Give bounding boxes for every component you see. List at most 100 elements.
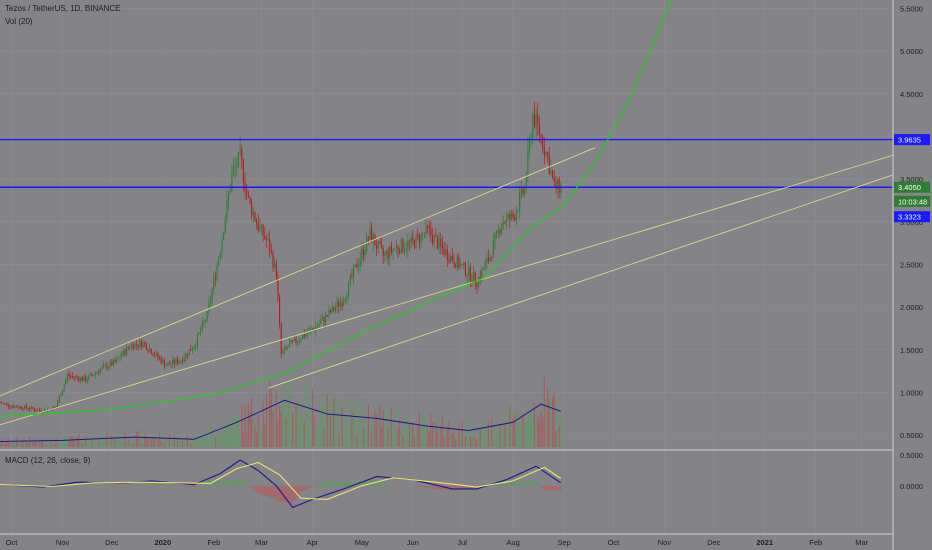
volume-bar — [267, 394, 269, 447]
macd-histogram-bar — [288, 485, 291, 504]
volume-bar — [144, 434, 146, 447]
candle-body — [165, 365, 167, 367]
volume-bar — [24, 440, 26, 447]
macd-histogram-bar — [267, 485, 269, 497]
candle-body — [553, 177, 555, 182]
candle-body — [431, 235, 434, 243]
volume-bar — [160, 440, 162, 447]
volume-bar — [134, 439, 136, 447]
price-tick-label: 5.0000 — [900, 47, 923, 56]
macd-histogram-bar — [326, 480, 328, 486]
candle-body — [331, 306, 333, 313]
parabolic-curve[interactable] — [0, 0, 672, 417]
volume-bar — [83, 440, 85, 447]
volume-bar — [272, 412, 274, 447]
volume-bar — [221, 435, 223, 447]
time-tick-label: Feb — [809, 538, 822, 547]
candle-body — [303, 334, 305, 337]
volume-bar — [191, 442, 193, 447]
macd-histogram-bar — [236, 479, 238, 486]
macd-histogram-bar — [323, 482, 325, 486]
volume-bar — [374, 410, 376, 447]
macd-histogram-bar — [264, 485, 266, 496]
candle-body — [33, 408, 36, 411]
volume-bar — [52, 444, 54, 447]
time-tick-label: Mar — [855, 538, 868, 547]
candle-body — [107, 367, 110, 369]
volume-bar — [149, 438, 151, 447]
volume-bar — [501, 411, 503, 447]
macd-histogram-bar — [402, 485, 404, 487]
volume-bar — [397, 427, 399, 447]
macd-histogram-bar — [509, 482, 511, 486]
volume-bar — [445, 432, 447, 447]
macd-histogram-bar — [154, 484, 156, 486]
volume-bar — [173, 436, 175, 447]
channel-lines[interactable] — [0, 147, 894, 426]
macd-histogram-bar — [165, 485, 167, 486]
macd-histogram-bar — [491, 485, 493, 487]
volume-bar — [394, 408, 396, 447]
volume-bar — [101, 436, 103, 447]
volume-bar — [318, 424, 320, 447]
macd-histogram-bar — [514, 481, 516, 486]
candle-body — [30, 407, 32, 410]
candle-body — [443, 248, 445, 255]
macd-histogram-bar — [122, 485, 124, 487]
macd-histogram-bar — [124, 485, 126, 487]
candle-body — [499, 229, 501, 234]
candle-body — [152, 354, 154, 356]
candle-body — [157, 352, 159, 358]
volume-bar — [104, 441, 106, 447]
volume-legend[interactable]: Vol (20) — [5, 17, 33, 26]
volume-bar — [532, 418, 534, 447]
volume-bar — [274, 421, 276, 447]
symbol-legend[interactable]: Tezos / TetherUS, 1D, BINANCE — [5, 4, 121, 13]
volume-bar — [4, 443, 6, 447]
macd-histogram-bar — [275, 485, 277, 499]
candle-body — [356, 264, 358, 268]
volume-bar — [551, 396, 554, 447]
macd-histogram-bar — [438, 485, 440, 490]
candle-body — [325, 314, 327, 323]
volume-bar — [441, 414, 443, 447]
candle-body — [9, 406, 11, 408]
candle-body — [341, 302, 343, 306]
volume-bars — [0, 372, 562, 447]
volume-bar — [93, 436, 95, 447]
macd-histogram-bar — [214, 480, 217, 486]
time-axis[interactable]: Oct Nov Dec 2020 Feb Mar Apr May Jun Jul Aug Sep Oct… — [6, 538, 869, 547]
macd-histogram-bar — [334, 481, 337, 486]
macd-histogram-bar — [496, 484, 498, 486]
candle-body — [543, 149, 545, 156]
candle-body — [140, 340, 143, 348]
candle-body — [2, 403, 4, 405]
volume-bar — [119, 432, 121, 447]
macd-histogram-bar — [499, 484, 501, 486]
volume-bar — [364, 414, 366, 447]
macd-histogram-bar — [112, 485, 115, 487]
macd-histogram-bar — [116, 485, 118, 487]
volume-bar — [228, 423, 230, 447]
candle-body — [106, 365, 108, 369]
volume-bar — [430, 414, 432, 447]
volume-bar — [66, 438, 69, 447]
volume-bar — [408, 423, 411, 447]
volume-bar — [204, 427, 207, 447]
macd-histogram-bar — [512, 481, 514, 486]
macd-histogram-bar — [403, 485, 406, 487]
macd-histogram-bar — [104, 485, 106, 487]
candle-body — [524, 186, 526, 194]
volume-bar — [260, 429, 263, 447]
candle-body — [241, 148, 243, 162]
candle-body — [515, 211, 517, 220]
macd-axis[interactable]: 0.5000 0.0000 — [900, 451, 923, 491]
macd-histogram-bar — [119, 485, 121, 487]
candle-body — [558, 178, 560, 194]
macd-legend[interactable]: MACD (12, 26, close, 9) — [5, 456, 91, 465]
horizontal-levels[interactable] — [0, 138, 893, 188]
macd-histogram-bar — [229, 480, 231, 486]
volume-bar — [42, 438, 44, 447]
volume-bar — [247, 403, 249, 447]
